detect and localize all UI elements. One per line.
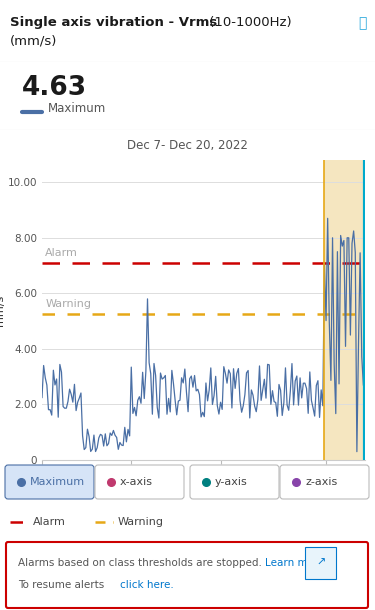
Text: Single axis vibration - Vrms (10-1000Hz): Single axis vibration - Vrms (10-1000Hz) (10, 16, 280, 29)
Text: Warning: Warning (45, 299, 91, 309)
Text: Alarm: Alarm (33, 517, 66, 527)
Text: click here.: click here. (120, 580, 174, 590)
Text: x-axis: x-axis (120, 477, 153, 487)
Text: Maximum: Maximum (48, 102, 106, 115)
FancyBboxPatch shape (190, 465, 279, 499)
Bar (324, 160, 365, 460)
Text: Single axis vibration - Vrms: Single axis vibration - Vrms (10, 16, 217, 29)
Text: (mm/s): (mm/s) (10, 35, 57, 48)
FancyBboxPatch shape (95, 465, 184, 499)
Text: Alarm: Alarm (45, 248, 78, 258)
FancyBboxPatch shape (5, 465, 94, 499)
FancyBboxPatch shape (6, 542, 368, 608)
Text: 4.63: 4.63 (22, 75, 87, 101)
Text: (10-1000Hz): (10-1000Hz) (205, 16, 292, 29)
Text: ⓘ: ⓘ (358, 16, 366, 30)
Text: Learn more: Learn more (265, 558, 324, 568)
Text: z-axis: z-axis (305, 477, 337, 487)
Text: Alarms based on class thresholds are stopped.: Alarms based on class thresholds are sto… (18, 558, 262, 568)
FancyBboxPatch shape (280, 465, 369, 499)
Text: To resume alerts: To resume alerts (18, 580, 104, 590)
Text: Warning: Warning (118, 517, 164, 527)
Text: y-axis: y-axis (215, 477, 248, 487)
Y-axis label: mm/s: mm/s (0, 295, 5, 326)
Text: Dec 7- Dec 20, 2022: Dec 7- Dec 20, 2022 (126, 138, 248, 151)
Text: Maximum: Maximum (30, 477, 85, 487)
Text: ↗: ↗ (316, 558, 326, 568)
